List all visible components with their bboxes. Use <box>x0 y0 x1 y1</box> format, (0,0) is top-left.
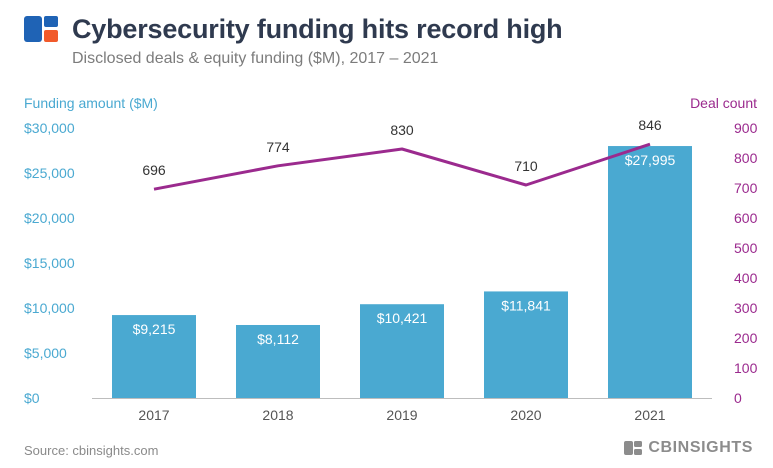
left-axis: Funding amount ($M) $0 $5,000 $10,000 $15,00… <box>24 95 158 406</box>
left-tick-label: $5,000 <box>24 345 67 361</box>
left-axis-title: Funding amount ($M) <box>24 95 158 111</box>
funding-bar-label: $11,841 <box>501 297 551 313</box>
x-tick-label: 2018 <box>262 407 293 423</box>
right-tick-label: 800 <box>734 150 758 166</box>
left-tick-label: $15,000 <box>24 255 75 271</box>
right-tick-label: 200 <box>734 330 758 346</box>
funding-bars <box>112 146 692 398</box>
x-axis-ticks: 2017 2018 2019 2020 2021 <box>138 407 665 423</box>
left-tick-label: $0 <box>24 390 40 406</box>
right-tick-label: 0 <box>734 390 742 406</box>
x-tick-label: 2019 <box>386 407 417 423</box>
right-axis: Deal count 0 100 200 300 400 500 600 700 800 900 <box>690 95 758 406</box>
funding-bar <box>360 304 444 398</box>
funding-bar <box>608 146 692 398</box>
funding-bar <box>236 324 320 398</box>
x-tick-label: 2021 <box>634 407 665 423</box>
chart-title: Cybersecurity funding hits record high <box>72 14 563 44</box>
right-tick-label: 500 <box>734 240 758 256</box>
right-tick-label: 300 <box>734 300 758 316</box>
brand-logo: CBINSIGHTS <box>624 439 753 457</box>
left-tick-label: $20,000 <box>24 210 75 226</box>
funding-bar-labels: $9,215 $8,112 $10,421 $11,841 $27,995 <box>133 152 676 347</box>
left-tick-label: $25,000 <box>24 165 75 181</box>
funding-bar-label: $9,215 <box>133 321 176 337</box>
right-tick-label: 700 <box>734 180 758 196</box>
deal-count-label: 830 <box>390 122 414 138</box>
x-tick-label: 2020 <box>510 407 541 423</box>
left-tick-label: $30,000 <box>24 120 75 136</box>
funding-bar-label: $8,112 <box>257 331 299 347</box>
right-tick-label: 400 <box>734 270 758 286</box>
logo-bottom-right-block <box>44 30 58 42</box>
funding-bar <box>112 315 196 398</box>
right-tick-label: 600 <box>734 210 758 226</box>
logo-left-block <box>24 16 42 42</box>
chart-subtitle: Disclosed deals & equity funding ($M), 2… <box>72 50 439 67</box>
source-note: Source: cbinsights.com <box>24 443 159 458</box>
brand-name: CBINSIGHTS <box>648 439 753 456</box>
logo-top-right-block <box>44 16 58 27</box>
deal-count-labels: 696 774 830 710 846 <box>142 117 662 178</box>
funding-bar <box>484 291 568 398</box>
deal-count-label: 846 <box>638 117 662 133</box>
chart-header: Cybersecurity funding hits record high D… <box>24 10 753 70</box>
cb-insights-logo-icon <box>24 16 58 42</box>
right-axis-title: Deal count <box>690 95 757 111</box>
deal-count-label: 774 <box>266 139 290 155</box>
brand-mark-icon <box>624 441 643 455</box>
deal-count-label: 710 <box>514 158 538 174</box>
deal-count-label: 696 <box>142 162 166 178</box>
x-tick-label: 2017 <box>138 407 169 423</box>
right-tick-label: 900 <box>734 120 758 136</box>
funding-bar-label: $10,421 <box>377 310 428 326</box>
right-tick-label: 100 <box>734 360 758 376</box>
funding-bar-label: $27,995 <box>625 152 676 168</box>
left-tick-label: $10,000 <box>24 300 75 316</box>
deal-count-line <box>153 142 651 191</box>
